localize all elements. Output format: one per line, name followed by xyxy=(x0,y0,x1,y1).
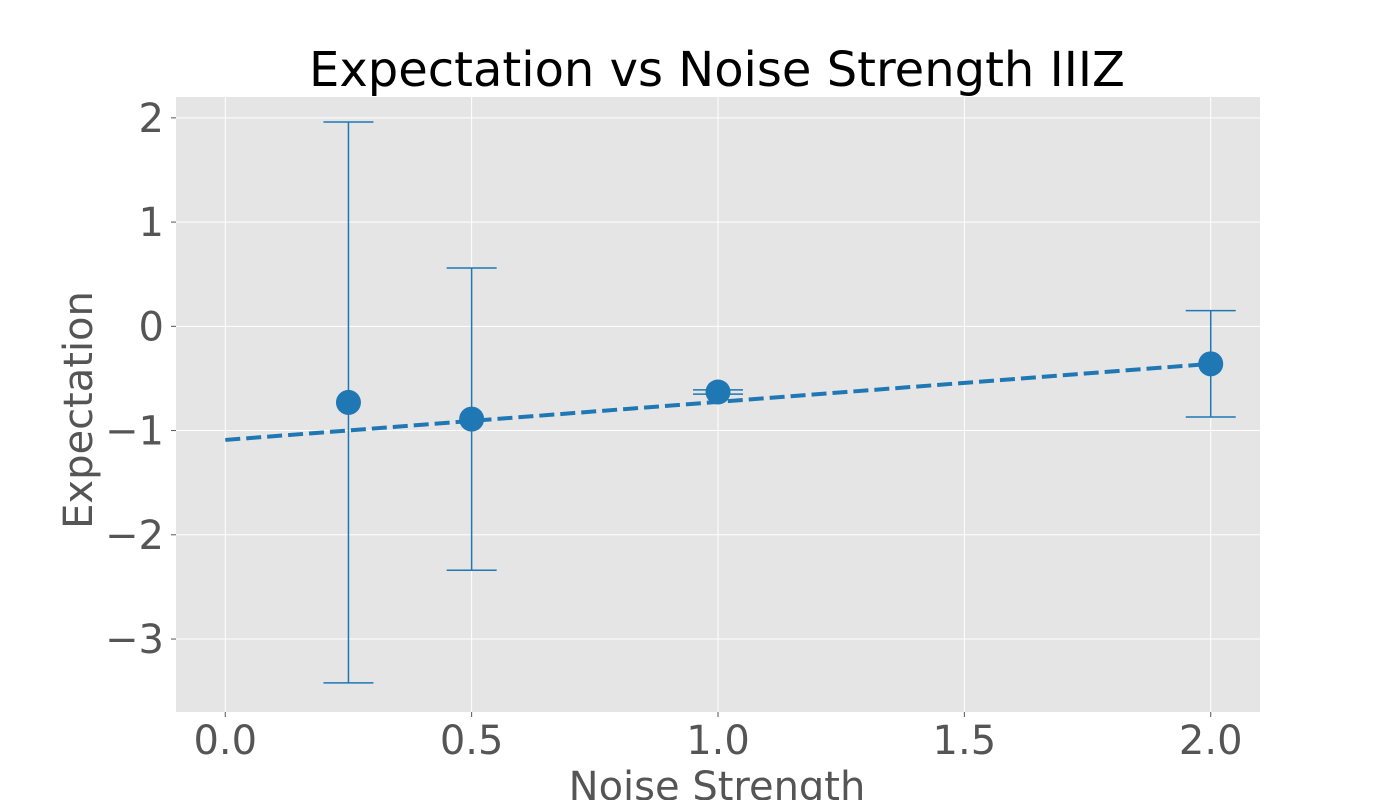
chart-title: Expectation vs Noise Strength IIIZ xyxy=(309,42,1125,98)
data-point xyxy=(705,379,731,405)
y-tick-label: 1 xyxy=(139,200,164,246)
x-tick-label: 0.5 xyxy=(440,718,504,764)
y-axis-label: Expectation xyxy=(56,291,102,529)
y-tick-label: 2 xyxy=(139,96,164,142)
data-point xyxy=(1198,351,1224,377)
x-tick-label: 0.0 xyxy=(193,718,257,764)
x-axis-label: Noise Strength xyxy=(569,764,866,800)
grid xyxy=(176,97,1260,712)
x-tick-label: 1.5 xyxy=(933,718,997,764)
data-point xyxy=(335,389,361,415)
tick-marks xyxy=(171,117,1212,717)
x-tick-label: 1.0 xyxy=(686,718,750,764)
y-tick-labels: 2 1 0 −1 −2 −3 xyxy=(105,96,164,663)
x-tick-labels: 0.0 0.5 1.0 1.5 2.0 xyxy=(193,718,1242,764)
y-tick-label: 0 xyxy=(139,304,164,350)
points-layer xyxy=(335,351,1224,432)
y-tick-label: −3 xyxy=(105,617,164,663)
x-tick-label: 2.0 xyxy=(1179,718,1243,764)
data-point xyxy=(459,406,485,432)
y-tick-label: −2 xyxy=(105,513,164,559)
y-tick-label: −1 xyxy=(105,409,164,455)
